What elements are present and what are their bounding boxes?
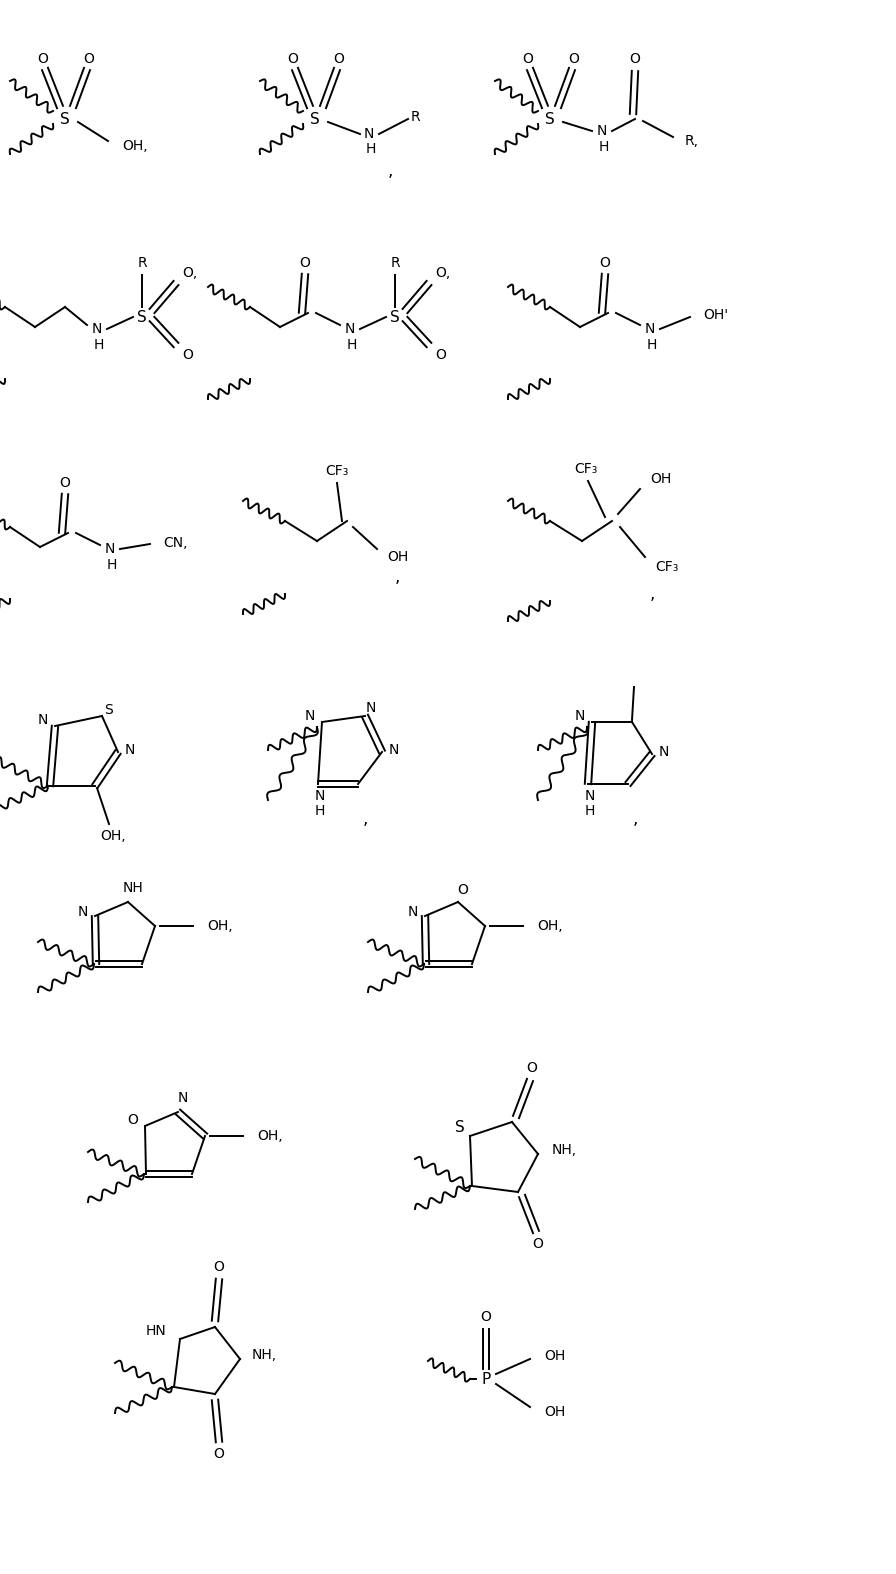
- Text: O: O: [435, 348, 446, 362]
- Text: CF₃: CF₃: [655, 560, 678, 575]
- Text: HN: HN: [145, 1324, 166, 1338]
- Text: O: O: [127, 1113, 139, 1127]
- Text: CF₃: CF₃: [325, 464, 349, 478]
- Text: O: O: [83, 52, 94, 66]
- Text: OH: OH: [544, 1349, 565, 1363]
- Text: O: O: [532, 1237, 544, 1251]
- Text: S: S: [390, 310, 400, 324]
- Text: ,: ,: [650, 586, 655, 603]
- Text: O: O: [213, 1261, 224, 1273]
- Text: N: N: [408, 905, 418, 919]
- Text: N: N: [645, 323, 655, 335]
- Text: H: H: [107, 559, 117, 571]
- Text: O: O: [480, 1310, 491, 1324]
- Text: O,: O,: [182, 266, 197, 280]
- Text: O: O: [288, 52, 298, 66]
- Text: OH': OH': [703, 309, 728, 323]
- Text: N: N: [364, 127, 375, 142]
- Text: O: O: [59, 475, 71, 490]
- Text: N: N: [366, 700, 376, 715]
- Text: O: O: [182, 348, 193, 362]
- Text: S: S: [137, 310, 147, 324]
- Text: OH,: OH,: [100, 829, 125, 844]
- Text: H: H: [314, 804, 325, 818]
- Text: H: H: [94, 338, 104, 353]
- Text: S: S: [545, 112, 555, 126]
- Text: S: S: [310, 112, 320, 126]
- Text: O: O: [333, 52, 344, 66]
- Text: P: P: [481, 1371, 491, 1387]
- Text: N: N: [91, 323, 102, 335]
- Text: N: N: [585, 789, 595, 803]
- Text: NH,: NH,: [252, 1347, 277, 1362]
- Text: N: N: [575, 708, 585, 722]
- Text: O: O: [527, 1061, 538, 1075]
- Text: N: N: [345, 323, 355, 335]
- Text: N: N: [389, 743, 400, 757]
- Text: O: O: [599, 257, 610, 271]
- Text: N: N: [78, 905, 88, 919]
- Text: ,: ,: [395, 568, 401, 586]
- Text: H: H: [366, 142, 376, 156]
- Text: N: N: [125, 743, 135, 757]
- Text: N: N: [305, 708, 315, 722]
- Text: O: O: [522, 52, 533, 66]
- Text: R: R: [410, 110, 420, 124]
- Text: O: O: [458, 883, 469, 897]
- Text: OH,: OH,: [257, 1129, 282, 1143]
- Text: H: H: [585, 804, 595, 818]
- Text: N: N: [314, 789, 325, 803]
- Text: N: N: [38, 713, 48, 727]
- Text: NH: NH: [123, 881, 143, 896]
- Text: O: O: [38, 52, 48, 66]
- Text: H: H: [647, 338, 657, 353]
- Text: OH: OH: [650, 472, 671, 486]
- Text: CN,: CN,: [163, 537, 187, 549]
- Text: N: N: [105, 541, 116, 556]
- Text: O,: O,: [435, 266, 451, 280]
- Text: CF₃: CF₃: [574, 463, 598, 475]
- Text: ,: ,: [362, 811, 367, 828]
- Text: OH: OH: [387, 549, 409, 563]
- Text: ,: ,: [633, 811, 638, 828]
- Text: OH,: OH,: [207, 919, 233, 933]
- Text: S: S: [455, 1121, 465, 1135]
- Text: H: H: [347, 338, 358, 353]
- Text: ,: ,: [387, 162, 392, 179]
- Text: OH,: OH,: [122, 139, 148, 153]
- Text: R,: R,: [685, 134, 699, 148]
- Text: O: O: [630, 52, 641, 66]
- Text: NH,: NH,: [552, 1143, 577, 1157]
- Text: N: N: [597, 124, 607, 139]
- Text: OH: OH: [544, 1406, 565, 1420]
- Text: N: N: [177, 1091, 188, 1105]
- Text: S: S: [60, 112, 70, 126]
- Text: S: S: [104, 704, 112, 718]
- Text: O: O: [299, 257, 310, 271]
- Text: OH,: OH,: [537, 919, 563, 933]
- Text: O: O: [213, 1447, 224, 1461]
- Text: O: O: [569, 52, 580, 66]
- Text: H: H: [599, 140, 609, 154]
- Text: R: R: [390, 257, 400, 271]
- Text: N: N: [659, 745, 669, 759]
- Text: R: R: [137, 257, 147, 271]
